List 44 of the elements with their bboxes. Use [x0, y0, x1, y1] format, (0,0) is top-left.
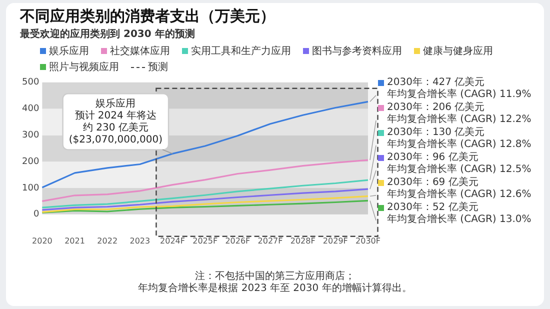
text: 注：不包括中国的第三方应用商店；: [194, 271, 356, 282]
y-tick-label: 0: [33, 210, 40, 220]
legend-label: 娱乐应用: [49, 44, 89, 58]
y-tick-label: 400: [22, 104, 40, 114]
annotation: 年均复合增长率 (CAGR) 12.6%: [387, 189, 532, 202]
y-tick-label: 100: [22, 183, 40, 194]
x-tick-label: 2028F: [290, 236, 316, 246]
legend-label: 实用工具和生产力应用: [191, 44, 291, 58]
x-tick-label: 2020: [32, 236, 52, 246]
text: 2030年：130 亿美元: [387, 127, 485, 138]
text: 年均复合增长率是根据 2023 年至 2030 年的增幅计算得出。: [137, 283, 413, 295]
x-tick-label: 2021: [64, 236, 85, 246]
annotation: 年均复合增长率 (CAGR) 12.8%: [387, 139, 532, 152]
x-tick-label: 2022: [97, 236, 118, 246]
text: 2030年：69 亿美元: [387, 177, 478, 188]
x-tick-label: 2029F: [322, 236, 348, 246]
chart-subtitle: 最受欢迎的应用类别到 2030 年的预测: [20, 27, 196, 41]
annotation: 年均复合增长率 (CAGR) 12.2%: [387, 114, 532, 126]
legend-label: 预测: [148, 60, 168, 74]
annotation: 年均复合增长率 (CAGR) 13.0%: [387, 214, 532, 226]
x-tick-label: 2024F: [160, 236, 186, 246]
annotation: 约 230 亿美元: [82, 121, 148, 134]
y-tick-label: 300: [22, 130, 40, 141]
x-tick-label: 2026F: [225, 236, 251, 246]
text: 2030年：52 亿美元: [387, 202, 478, 214]
y-tick-label: 500: [22, 78, 40, 88]
annotation: 年均复合增长率 (CAGR) 12.5%: [387, 164, 532, 176]
legend-label: 健康与健身应用: [423, 44, 493, 58]
text: 2030年：206 亿美元: [387, 102, 485, 114]
x-tick-label: 2023: [130, 236, 150, 246]
annotation: 年均复合增长率 (CAGR) 11.9%: [387, 89, 532, 102]
legend-label: 图书与参考资料应用: [312, 44, 402, 58]
x-tick-label: 2030F: [356, 236, 381, 246]
legend-label: 社交媒体应用: [110, 44, 170, 58]
x-tick-label: 2027F: [258, 236, 284, 246]
annotation: 娱乐应用: [96, 97, 136, 110]
text: 2030年：96 亿美元: [387, 152, 478, 164]
legend-label: 照片与视频应用: [49, 60, 119, 74]
text: 2030年：427 亿美元: [387, 77, 485, 88]
annotation: 预计 2024 年将达: [74, 109, 157, 122]
annotation: ($23,070,000,000): [68, 134, 163, 146]
x-tick-label: 2025F: [192, 236, 218, 246]
y-tick-label: 200: [22, 156, 40, 167]
chart-title: 不同应用类别的消费者支出（万美元）: [20, 7, 276, 26]
